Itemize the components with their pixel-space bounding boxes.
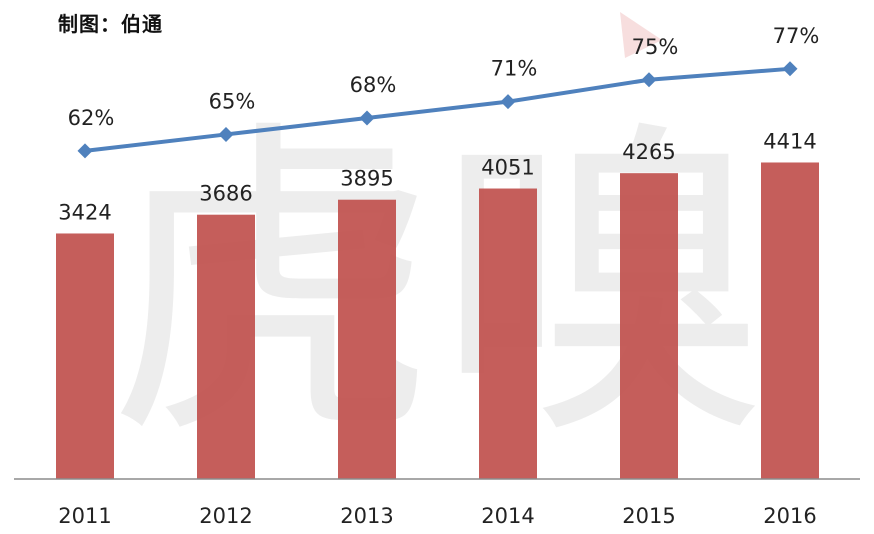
x-tick-2012: 2012 [199,504,252,528]
line-series [84,66,791,153]
line-label-2012: 65% [209,89,256,113]
bar-2011 [56,233,114,479]
bar-2012 [197,214,255,479]
bar-2015 [620,173,678,480]
line-point-2014 [500,94,516,110]
x-tick-2013: 2013 [340,504,393,528]
bars-layer [56,162,819,480]
bar-2013 [338,199,396,479]
line-label-2014: 71% [491,57,538,81]
line-point-2015 [641,72,657,88]
bar-label-2012: 3686 [199,182,252,206]
bar-data-labels: 3424 3686 3895 4051 4265 4414 [58,129,816,224]
line-point-2016 [782,61,798,77]
watermark-accent [620,12,662,58]
bar-2014 [479,188,537,480]
line-data-labels: 62% 65% 68% 71% 75% 77% [68,24,820,130]
line-point-2011 [77,143,93,159]
chart-credit: 制图：伯通 [58,12,163,36]
x-tick-2014: 2014 [481,504,534,528]
line-point-2012 [218,126,234,142]
line-label-2016: 77% [773,24,820,48]
bar-label-2016: 4414 [763,129,816,153]
bar-label-2011: 3424 [58,200,111,224]
line-label-2015: 75% [632,35,679,59]
bar-label-2013: 3895 [340,167,393,191]
x-tick-2015: 2015 [622,504,675,528]
line-label-2013: 68% [350,73,397,97]
x-tick-2011: 2011 [58,504,111,528]
bar-label-2015: 4265 [622,140,675,164]
line-series-layer [77,61,798,159]
line-point-2013 [359,110,375,126]
bar-label-2014: 4051 [481,156,534,180]
x-tick-labels: 2011 2012 2013 2014 2015 2016 [58,504,816,528]
line-label-2011: 62% [68,106,115,130]
x-tick-2016: 2016 [763,504,816,528]
bar-2016 [761,162,819,479]
